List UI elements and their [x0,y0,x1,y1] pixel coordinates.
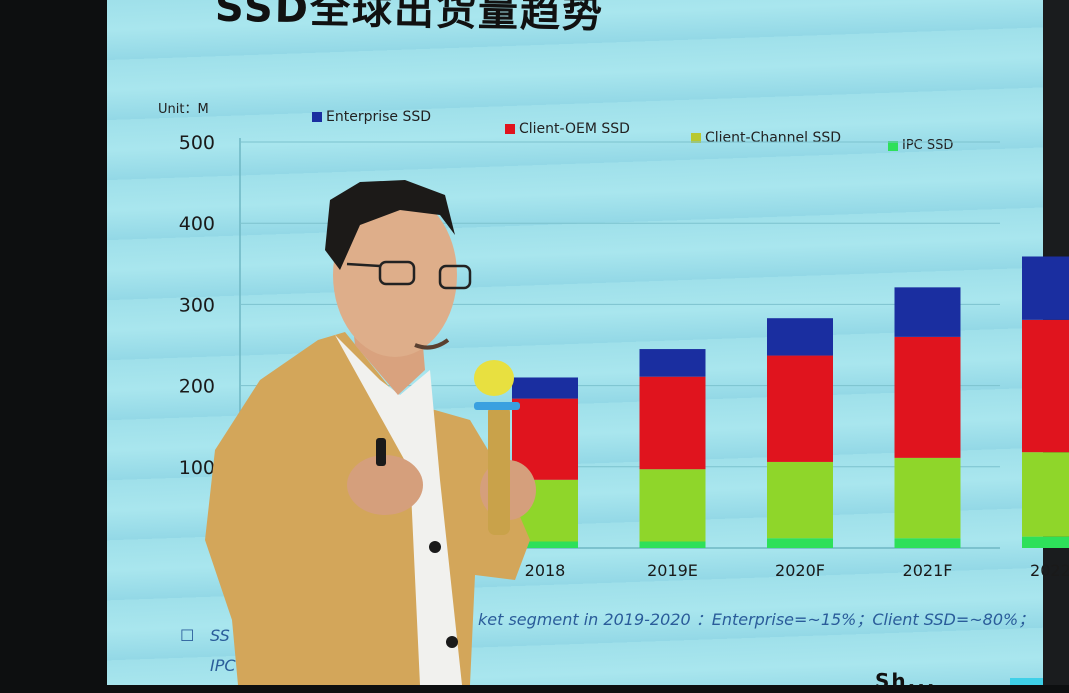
y-tick-label: 200 [179,376,215,398]
left-hand [347,455,423,515]
y-tick-label: 100 [179,457,215,479]
bar-segment-ipc-ssd [894,538,961,548]
bar-segment-client-channel-ssd [1022,452,1069,537]
bar-segment-enterprise-ssd [894,287,961,337]
bar-segment-ipc-ssd [639,541,706,548]
x-tick-label: 2018 [525,561,566,580]
bar-segment-ipc-ssd [1022,536,1069,548]
legend-swatch [691,133,701,143]
y-tick-label: 500 [179,132,215,154]
glasses-arm [346,262,381,268]
x-tick-label: 2022F [1030,561,1069,580]
legend-label: Enterprise SSD [326,109,432,125]
jacket-button [429,541,441,553]
footnote-bullet-icon: ☐ [180,626,195,645]
microphone-head [474,360,514,396]
bar-segment-ipc-ssd [512,541,578,548]
footnote-bullet-text: SS [210,626,230,645]
legend-swatch [505,124,515,134]
bottom-logo-block [1010,678,1043,685]
hair [325,180,455,270]
bar-segment-client-oem-ssd [894,336,961,458]
footnote-line-2: IPC [210,656,236,675]
bar-segment-ipc-ssd [767,538,833,548]
bar-segment-client-oem-ssd [639,376,706,470]
unit-label: Unit：M [158,102,209,117]
bar-segment-enterprise-ssd [639,349,706,377]
y-tick-label: 300 [179,294,215,316]
x-tick-label: 2020F [775,561,825,580]
legend-swatch [312,112,322,122]
y-tick-label: 400 [179,213,215,235]
legend-enterprise: Enterprise SSD [312,109,431,125]
beard [414,338,450,350]
legend-label: Client-OEM SSD [519,121,630,137]
microphone-ring [474,402,520,410]
bar-segment-client-channel-ssd [639,469,706,542]
head [333,193,457,357]
bar-segment-client-channel-ssd [894,457,961,539]
bar-segment-enterprise-ssd [512,377,578,399]
bar-segment-client-oem-ssd [767,355,833,462]
bar-segment-enterprise-ssd [1022,256,1069,320]
bar-segment-enterprise-ssd [767,318,833,356]
glasses [378,260,416,286]
bar-segment-client-oem-ssd [1022,319,1069,453]
shirt [335,335,462,685]
legend-swatch [888,140,898,151]
glasses-lens [438,264,472,290]
microphone-handle [488,405,510,535]
x-tick-label: 2021F [903,561,953,580]
x-tick-label: 2019E [647,561,698,580]
clicker [376,438,386,466]
footnote-line-1: ket segment in 2019-2020 ：Enterprise=~15… [478,610,1035,629]
bar-segment-client-channel-ssd [767,461,833,539]
jacket-button [446,636,458,648]
legend-client-oem: Client-OEM SSD [505,121,630,137]
